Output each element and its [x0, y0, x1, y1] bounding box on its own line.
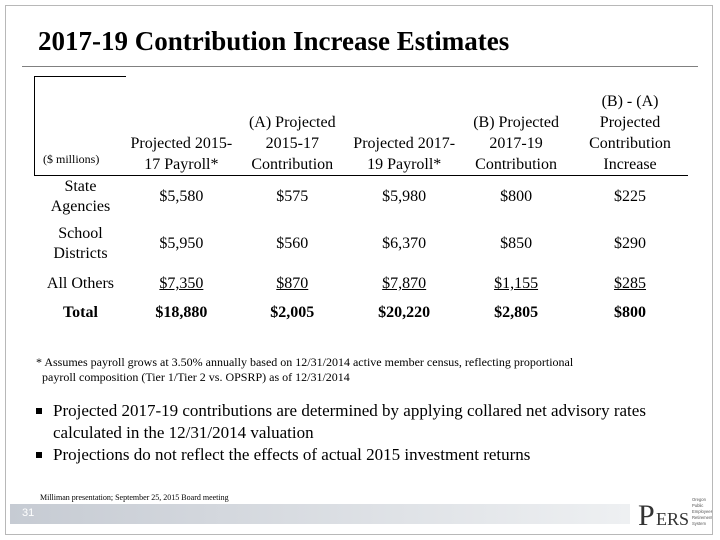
square-bullet-icon — [36, 408, 42, 414]
table-row: State Agencies $5,580 $575 $5,980 $800 $… — [34, 175, 688, 218]
pers-logo: P ERS Oregon Public Employees Retirement… — [638, 497, 712, 530]
bullet-list: Projected 2017-19 contributions are dete… — [36, 400, 686, 466]
table-cell: $870 — [276, 275, 309, 292]
column-header: (B) - (A) Projected Contribution Increas… — [589, 93, 671, 173]
row-label: State Agencies — [34, 175, 127, 218]
svg-text:Retirement: Retirement — [692, 515, 712, 520]
svg-text:P: P — [638, 499, 655, 530]
table-header-row: ($ millions) Projected 2015-17 Payroll* … — [34, 76, 689, 176]
table-cell: $850 — [500, 235, 533, 252]
square-bullet-icon — [36, 452, 42, 458]
bullet-text: Projected 2017-19 contributions are dete… — [53, 401, 646, 442]
table-cell: $285 — [614, 275, 647, 292]
table-cell: $800 — [460, 175, 573, 218]
table-row: All Others $7,350 $870 $7,870 $1,155 $28… — [35, 270, 689, 298]
footnote: * Assumes payroll grows at 3.50% annuall… — [36, 355, 676, 385]
table-cell: $20,220 — [378, 304, 431, 321]
row-label: All Others — [46, 275, 115, 292]
source-note: Milliman presentation; September 25, 201… — [40, 493, 229, 502]
svg-text:Public: Public — [692, 503, 703, 508]
footnote-line-1: * Assumes payroll grows at 3.50% annuall… — [36, 355, 574, 369]
column-header: (B) Projected 2017-19 Contribution — [473, 114, 559, 173]
table-total-row: Total $18,880 $2,005 $20,220 $2,805 $800 — [35, 298, 689, 328]
table-cell: $7,350 — [159, 275, 204, 292]
page-number: 31 — [22, 507, 35, 519]
table-row: School Districts $5,950 $560 $6,370 $850… — [35, 218, 689, 270]
bullet-item: Projections do not reflect the effects o… — [36, 444, 686, 466]
title-divider — [22, 66, 698, 67]
table-cell: $575 — [236, 175, 349, 218]
table-cell: $1,155 — [494, 275, 539, 292]
bullet-text: Projections do not reflect the effects o… — [53, 445, 531, 464]
row-label: School Districts — [53, 225, 108, 262]
svg-text:Employees: Employees — [692, 509, 712, 514]
column-header: Projected 2017-19 Payroll* — [353, 135, 456, 173]
svg-text:System: System — [692, 521, 706, 526]
column-header: Projected 2015-17 Payroll* — [130, 135, 233, 173]
table-cell: $5,580 — [126, 175, 237, 218]
table-cell: $5,980 — [348, 175, 461, 218]
svg-text:Oregon: Oregon — [692, 497, 707, 502]
table-cell: $7,870 — [382, 275, 427, 292]
page-title: 2017-19 Contribution Increase Estimates — [38, 26, 510, 56]
contribution-table: ($ millions) Projected 2015-17 Payroll* … — [34, 76, 688, 328]
table-cell: $2,805 — [494, 304, 539, 321]
table-cell: $560 — [276, 235, 309, 252]
bullet-item: Projected 2017-19 contributions are dete… — [36, 400, 686, 444]
units-label: ($ millions) — [34, 76, 127, 176]
table-cell: $18,880 — [155, 304, 208, 321]
table-cell: $290 — [614, 235, 647, 252]
table-cell: $225 — [572, 175, 688, 218]
table-cell: $6,370 — [382, 235, 427, 252]
footnote-line-2: payroll composition (Tier 1/Tier 2 vs. O… — [42, 370, 350, 384]
table-cell: $2,005 — [270, 304, 315, 321]
table-cell: $800 — [614, 304, 647, 321]
row-label: Total — [62, 304, 98, 321]
svg-text:ERS: ERS — [656, 509, 689, 529]
column-header: (A) Projected 2015-17 Contribution — [248, 114, 336, 173]
slide-frame — [5, 5, 713, 535]
footer-bar: 31 — [10, 504, 630, 524]
table-cell: $5,950 — [159, 235, 204, 252]
